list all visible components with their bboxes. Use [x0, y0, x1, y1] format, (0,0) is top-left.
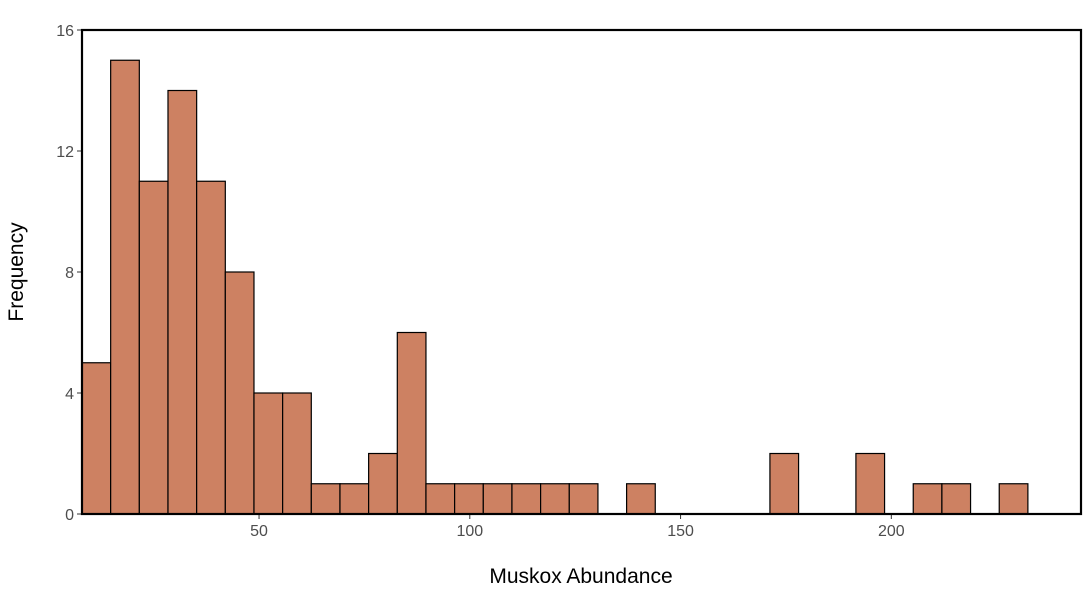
axis-ticks: 50 100 150 200 0 4 8 12 16 [56, 23, 905, 540]
histogram-bar-24 [769, 452, 800, 515]
x-tick-label-1: 100 [456, 523, 483, 540]
histogram-bar-29 [912, 483, 943, 515]
histogram-bar-6 [253, 392, 284, 515]
histogram-bar-17 [568, 483, 599, 515]
x-tick-label-0: 50 [250, 523, 268, 540]
x-tick-label-2: 150 [667, 523, 694, 540]
histogram-bar-15 [511, 483, 542, 515]
y-tick-label-3: 12 [56, 144, 74, 161]
histogram-bar-7 [282, 392, 312, 515]
histogram-bar-16 [540, 483, 570, 515]
y-tick-label-1: 4 [65, 386, 74, 403]
histogram-bar-1 [110, 59, 140, 515]
histogram-bar-10 [368, 452, 398, 515]
histogram-bar-5 [224, 271, 255, 515]
histogram-bar-9 [339, 483, 370, 515]
y-tick-label-0: 0 [65, 507, 74, 524]
histogram-bar-0 [81, 362, 112, 515]
histogram-bars [81, 59, 1029, 515]
histogram-bar-12 [425, 483, 456, 515]
y-tick-label-4: 16 [56, 23, 74, 40]
x-tick-label-3: 200 [878, 523, 905, 540]
panel-border [80, 28, 1083, 516]
histogram-bar-32 [998, 483, 1029, 515]
histogram-bar-14 [482, 483, 513, 515]
histogram-bar-19 [625, 483, 656, 515]
histogram-bar-4 [196, 180, 226, 515]
y-tick-label-2: 8 [65, 265, 74, 282]
histogram-bar-11 [396, 331, 427, 515]
histogram-bar-8 [310, 483, 341, 515]
histogram-bar-3 [167, 89, 198, 515]
histogram-bar-30 [941, 483, 972, 515]
histogram-bar-13 [454, 483, 484, 515]
histogram-bar-2 [138, 180, 169, 515]
histogram-bar-27 [855, 452, 886, 515]
y-axis-title: Frequency [5, 222, 28, 322]
x-axis-title: Muskox Abundance [489, 565, 672, 588]
